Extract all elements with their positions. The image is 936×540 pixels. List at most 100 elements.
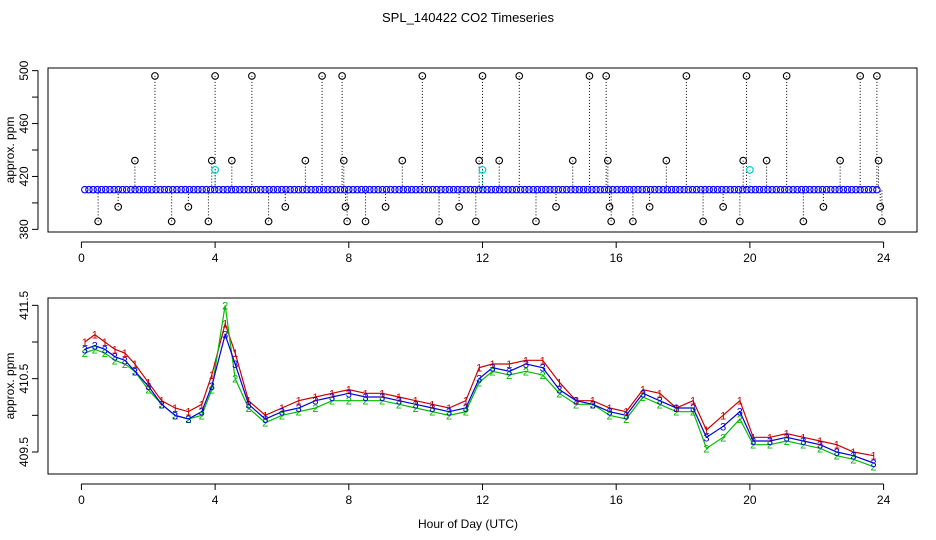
series-marker-2: 2 bbox=[132, 366, 138, 378]
data-point bbox=[768, 185, 776, 194]
data-point bbox=[860, 185, 869, 194]
data-point bbox=[206, 185, 215, 194]
series-marker-1: 1 bbox=[590, 396, 596, 408]
outlier-point bbox=[878, 217, 886, 226]
data-point bbox=[85, 185, 93, 194]
outlier-point bbox=[819, 203, 828, 211]
data-point bbox=[533, 185, 542, 194]
outlier-point bbox=[94, 217, 102, 226]
outlier-point bbox=[207, 156, 216, 165]
data-point bbox=[827, 185, 835, 194]
series-marker-2: 2 bbox=[379, 396, 385, 408]
data-point bbox=[227, 185, 236, 194]
data-point bbox=[508, 185, 517, 194]
data-point bbox=[257, 185, 265, 194]
data-point bbox=[495, 185, 504, 194]
chart-title: SPL_140422 CO2 Timeseries bbox=[382, 10, 554, 25]
series-marker-1: 1 bbox=[92, 330, 98, 342]
series-marker-2: 2 bbox=[413, 403, 419, 415]
outlier-point bbox=[515, 72, 524, 80]
data-point bbox=[525, 185, 533, 194]
series-marker-2: 2 bbox=[199, 410, 205, 422]
series-marker-3: 3 bbox=[590, 399, 596, 411]
series-marker-2: 2 bbox=[209, 385, 215, 397]
series-marker-1: 1 bbox=[673, 403, 679, 415]
data-point bbox=[676, 185, 684, 194]
series-marker-3: 3 bbox=[185, 414, 191, 426]
data-point bbox=[332, 185, 340, 194]
series-marker-1: 1 bbox=[413, 396, 419, 408]
top-panel: 0 4 8 12 16 20 24 380 420 460 500 approx. ppm bbox=[3, 60, 918, 265]
data-point bbox=[424, 185, 433, 194]
series-marker-2: 2 bbox=[172, 410, 178, 422]
data-point bbox=[391, 185, 399, 194]
outlier-point bbox=[699, 217, 707, 226]
outlier-point bbox=[495, 156, 504, 165]
series-marker-2: 2 bbox=[606, 410, 612, 422]
series-marker-1: 1 bbox=[506, 359, 512, 371]
series-marker-2: 2 bbox=[396, 399, 402, 411]
outlier-point bbox=[338, 72, 346, 80]
data-point bbox=[684, 185, 693, 194]
data-point bbox=[340, 185, 349, 194]
series-marker-2: 2 bbox=[657, 399, 663, 411]
series-marker-3: 3 bbox=[232, 359, 238, 371]
data-point bbox=[755, 185, 764, 194]
series-marker-3: 3 bbox=[199, 407, 205, 419]
series-marker-3: 3 bbox=[222, 330, 228, 342]
data-point bbox=[701, 185, 709, 194]
data-point bbox=[169, 185, 177, 194]
data-point bbox=[315, 185, 324, 194]
series-marker-2: 2 bbox=[767, 440, 773, 452]
data-point bbox=[265, 185, 273, 194]
series-marker-3: 3 bbox=[92, 341, 98, 353]
series-marker-2: 2 bbox=[737, 414, 743, 426]
data-point bbox=[164, 185, 173, 194]
series-marker-1: 1 bbox=[640, 385, 646, 397]
series-marker-2: 2 bbox=[850, 454, 856, 466]
series-marker-2: 2 bbox=[362, 396, 368, 408]
data-point bbox=[311, 185, 320, 194]
x-tick-label: 16 bbox=[610, 251, 624, 265]
series-marker-3: 3 bbox=[673, 403, 679, 415]
data-point bbox=[173, 185, 181, 194]
outlier-point bbox=[876, 203, 885, 211]
series-marker-1: 1 bbox=[489, 359, 495, 371]
data-point bbox=[646, 185, 655, 194]
outlier-point bbox=[381, 203, 390, 211]
data-point bbox=[156, 185, 164, 194]
data-point bbox=[336, 185, 345, 194]
data-point bbox=[177, 185, 185, 194]
series-marker-1: 1 bbox=[476, 363, 482, 375]
data-point bbox=[386, 185, 395, 194]
data-point bbox=[240, 185, 248, 194]
y-tick-label: 409.5 bbox=[17, 437, 31, 467]
series-marker-3: 3 bbox=[573, 396, 579, 408]
data-point bbox=[743, 185, 751, 194]
series-marker-3: 3 bbox=[556, 385, 562, 397]
series-marker-1: 1 bbox=[690, 396, 696, 408]
series-marker-2: 2 bbox=[463, 407, 469, 419]
data-point bbox=[709, 185, 718, 194]
data-point bbox=[613, 185, 621, 194]
outlier-point bbox=[739, 156, 748, 165]
series-marker-2: 2 bbox=[800, 440, 806, 452]
data-point bbox=[81, 185, 89, 194]
data-point bbox=[479, 185, 487, 194]
data-point bbox=[680, 185, 688, 194]
data-point bbox=[198, 185, 206, 194]
series-marker-1: 1 bbox=[262, 410, 268, 422]
series-marker-2: 2 bbox=[346, 396, 352, 408]
data-point bbox=[814, 185, 822, 194]
series-marker-2: 2 bbox=[573, 399, 579, 411]
series-marker-2: 2 bbox=[145, 385, 151, 397]
series-marker-1: 1 bbox=[122, 348, 128, 360]
x-tick-label: 12 bbox=[476, 251, 490, 265]
data-point bbox=[416, 185, 424, 194]
series-marker-3: 3 bbox=[870, 458, 876, 470]
outlier-point bbox=[856, 72, 865, 80]
series-marker-1: 1 bbox=[446, 403, 452, 415]
series-marker-1: 1 bbox=[172, 403, 178, 415]
series-marker-3: 3 bbox=[540, 363, 546, 375]
series-marker-1: 1 bbox=[296, 396, 302, 408]
